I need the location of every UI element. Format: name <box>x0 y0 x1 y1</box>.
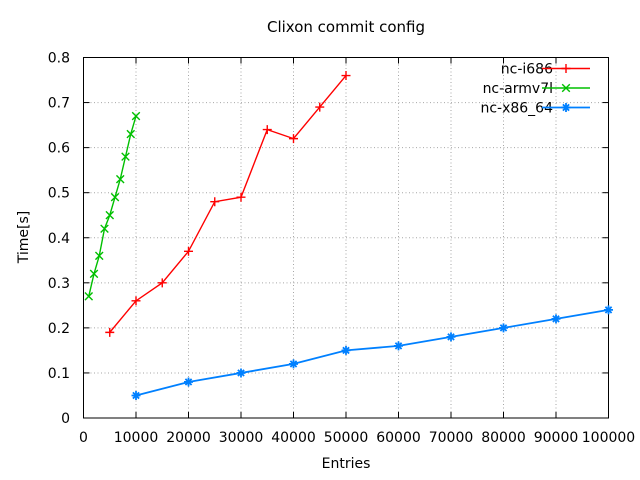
data-point-marker <box>262 125 272 135</box>
data-point-marker <box>236 192 246 202</box>
data-point-marker <box>105 210 115 220</box>
data-point-marker <box>105 327 115 337</box>
data-point-marker <box>131 111 141 121</box>
data-point-marker <box>126 129 136 139</box>
x-tick-label: 20000 <box>166 430 211 446</box>
data-point-marker <box>157 278 167 288</box>
x-tick-label: 30000 <box>219 430 264 446</box>
y-tick-label: 0.5 <box>48 186 70 202</box>
data-point-marker <box>236 368 246 378</box>
data-point-marker <box>561 103 571 112</box>
data-point-marker <box>100 224 109 234</box>
y-tick-label: 0.8 <box>48 51 70 67</box>
x-tick-label: 60000 <box>376 430 421 446</box>
legend: nc-i686 nc-armv7l nc-x86_64 <box>480 62 590 117</box>
x-tick-label: 80000 <box>481 430 526 446</box>
y-tick-label: 0.4 <box>48 231 70 247</box>
data-point-marker <box>289 359 298 369</box>
x-tick-label: 90000 <box>534 430 579 446</box>
legend-label-nc-i686: nc-i686 <box>501 62 553 78</box>
data-point-marker <box>341 345 351 355</box>
data-point-marker <box>110 192 120 202</box>
data-point-marker <box>131 296 141 306</box>
series-nc-x86_64 <box>131 305 613 400</box>
x-tick-label: 10000 <box>114 430 159 446</box>
y-tick-label: 0.1 <box>48 366 70 382</box>
data-point-marker <box>121 152 130 161</box>
data-point-marker <box>289 134 298 144</box>
y-tick-label: 0.3 <box>48 276 70 292</box>
series-line <box>135 308 609 397</box>
x-tick-label: 40000 <box>271 430 316 446</box>
legend-samples <box>542 64 590 112</box>
axis-ticks <box>83 57 609 419</box>
series-nc-i686 <box>105 71 351 337</box>
data-point-marker <box>184 377 193 387</box>
y-tick-labels: 0 0.1 0.2 0.3 0.4 0.5 0.6 0.7 0.8 <box>48 51 70 428</box>
y-tick-label: 0.7 <box>48 96 70 112</box>
data-point-marker <box>551 314 561 324</box>
x-tick-label: 50000 <box>324 430 369 446</box>
data-point-marker <box>315 102 325 112</box>
y-axis-label: Time[s] <box>16 211 32 264</box>
data-series <box>84 71 613 400</box>
legend-label-nc-armv7l: nc-armv7l <box>483 81 553 97</box>
x-axis-label: Entries <box>322 456 371 472</box>
y-tick-label: 0 <box>61 411 70 427</box>
x-tick-labels: 0 10000 20000 30000 40000 50000 60000 70000 8000… <box>79 430 635 446</box>
data-point-marker <box>131 390 141 400</box>
x-tick-label: 100000 <box>582 430 635 446</box>
data-point-marker <box>499 323 508 333</box>
chart-title: Clixon commit config <box>267 18 425 36</box>
data-point-marker <box>561 83 571 93</box>
data-point-marker <box>341 71 351 81</box>
series-nc-armv7l <box>84 111 141 301</box>
series-line <box>109 75 347 333</box>
data-point-marker <box>394 341 403 351</box>
data-point-marker <box>115 174 125 184</box>
y-tick-label: 0.6 <box>48 141 70 157</box>
data-point-marker <box>446 332 456 342</box>
data-point-marker <box>89 269 99 279</box>
data-point-marker <box>210 197 220 207</box>
data-point-marker <box>184 246 193 256</box>
legend-label-nc-x86_64: nc-x86_64 <box>480 101 553 117</box>
data-point-marker <box>561 64 571 73</box>
data-point-marker <box>94 251 104 261</box>
data-point-marker <box>84 292 94 301</box>
x-tick-label: 70000 <box>429 430 474 446</box>
x-tick-label: 0 <box>79 430 88 446</box>
series-line <box>88 115 137 297</box>
data-point-marker <box>604 305 613 315</box>
y-tick-label: 0.2 <box>48 321 70 337</box>
